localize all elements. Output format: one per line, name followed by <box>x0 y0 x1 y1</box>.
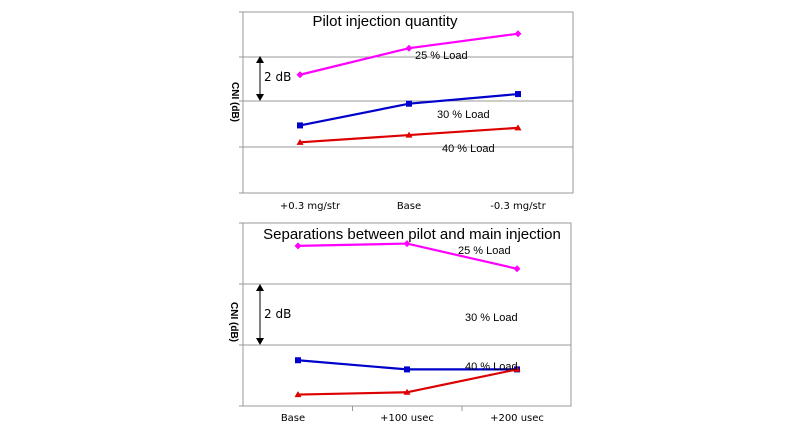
x-tick-label: +200 usec <box>490 413 544 424</box>
chart-title: Pilot injection quantity <box>312 13 458 30</box>
series-40-load: 40 % Load <box>294 361 521 398</box>
series-25-load: 25 % Load <box>296 30 522 79</box>
chart-1: Pilot injection quantity CNI (dB) 2 dB +0.3… <box>229 11 574 212</box>
scale-bar-label: 2 dB <box>264 70 291 84</box>
plot-area <box>242 11 574 194</box>
series-label: 40 % Load <box>442 143 495 155</box>
x-tick-label: -0.3 mg/str <box>490 201 546 212</box>
y-axis-label: CNI (dB) <box>229 82 240 122</box>
scale-arrow-up <box>256 56 264 63</box>
series-label: 25 % Load <box>458 245 511 257</box>
scale-arrow-down <box>256 94 264 101</box>
data-point <box>515 91 521 98</box>
scale-arrow-up <box>256 284 264 291</box>
chart-2: Separations between pilot and main injec… <box>228 222 572 424</box>
x-tick-label: Base <box>397 201 421 212</box>
data-point <box>296 71 304 79</box>
data-point <box>403 388 411 395</box>
series-30-load: 30 % Load <box>297 91 521 129</box>
data-point <box>513 265 521 273</box>
scale-bar-label: 2 dB <box>264 307 291 321</box>
data-point <box>404 366 410 373</box>
scale-arrow-down <box>256 338 264 345</box>
data-point <box>297 122 303 129</box>
data-point <box>514 124 522 131</box>
series-label: 40 % Load <box>465 361 518 373</box>
data-point <box>403 240 411 248</box>
data-point <box>405 44 413 52</box>
chart-title: Separations between pilot and main injec… <box>263 226 561 243</box>
series-label: 30 % Load <box>437 109 490 121</box>
data-point <box>294 242 302 250</box>
series-25-load: 25 % Load <box>294 240 521 273</box>
data-point <box>295 357 301 364</box>
y-axis-label: CNI (dB) <box>228 302 239 342</box>
data-point <box>513 365 521 372</box>
series-label: 30 % Load <box>465 312 518 324</box>
series-30-load: 30 % Load <box>295 312 520 373</box>
x-tick-label: +100 usec <box>380 413 434 424</box>
data-point <box>294 391 302 398</box>
data-point <box>405 131 413 138</box>
series-40-load: 40 % Load <box>296 124 522 155</box>
data-point <box>296 138 304 145</box>
data-point <box>514 30 522 38</box>
series-label: 25 % Load <box>415 50 468 62</box>
series-line <box>299 32 519 76</box>
plot-area <box>242 222 572 407</box>
data-point <box>406 100 412 107</box>
x-tick-label: Base <box>281 413 305 424</box>
x-tick-label: +0.3 mg/str <box>280 201 341 212</box>
